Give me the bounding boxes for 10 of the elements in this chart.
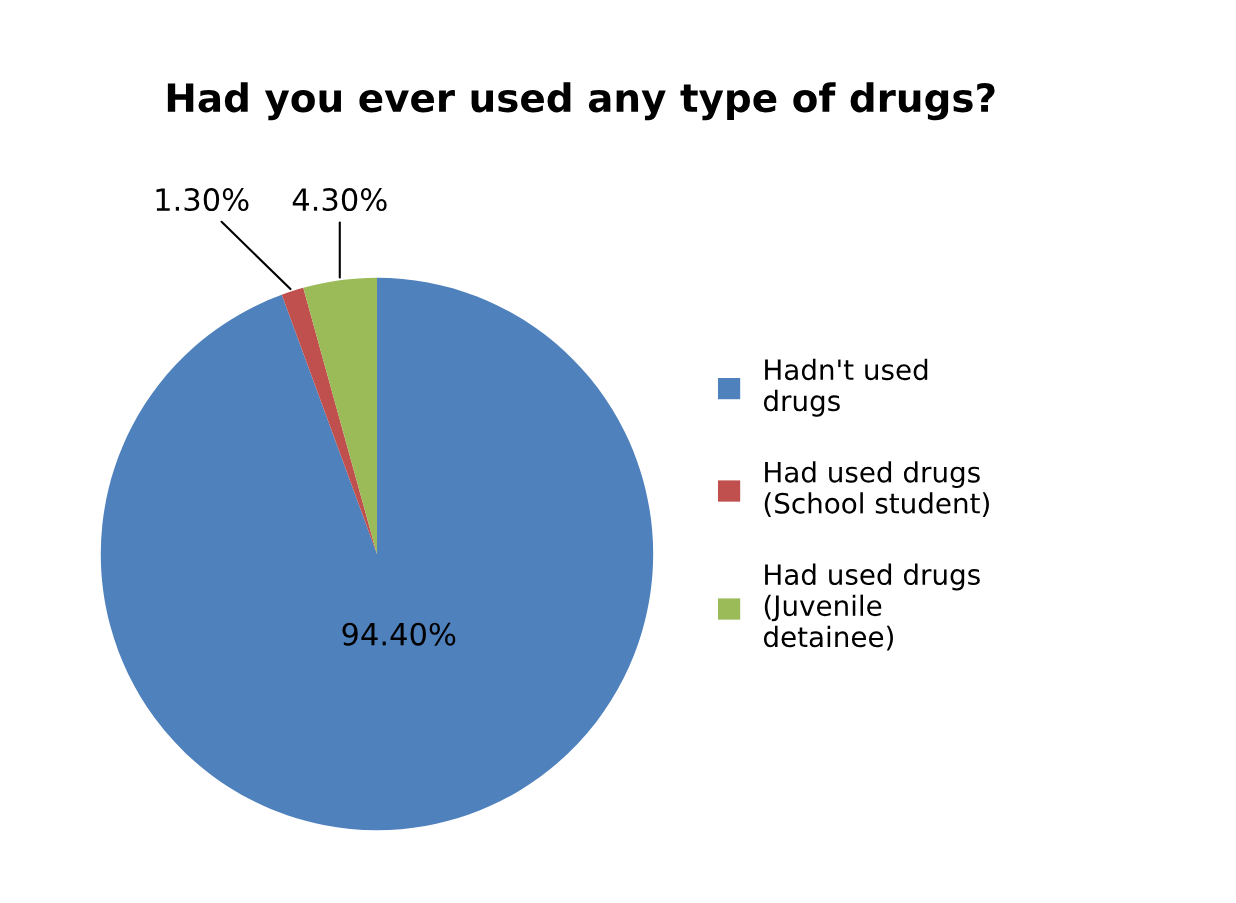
legend-label: Hadn't used drugs (763, 358, 928, 417)
chart-title: Had you ever used any type of drugs? (167, 82, 995, 121)
pie-slice (303, 277, 377, 555)
data-label: 94.40% (342, 622, 456, 646)
legend-label: Had used drugs (Juvenile detainee) (763, 563, 980, 651)
data-label: 1.30% (156, 188, 249, 212)
pie-slice (100, 277, 654, 831)
legend-label: Had used drugs (School student) (764, 461, 989, 518)
pie-slice (281, 287, 377, 555)
data-label: 4.30% (292, 188, 387, 212)
